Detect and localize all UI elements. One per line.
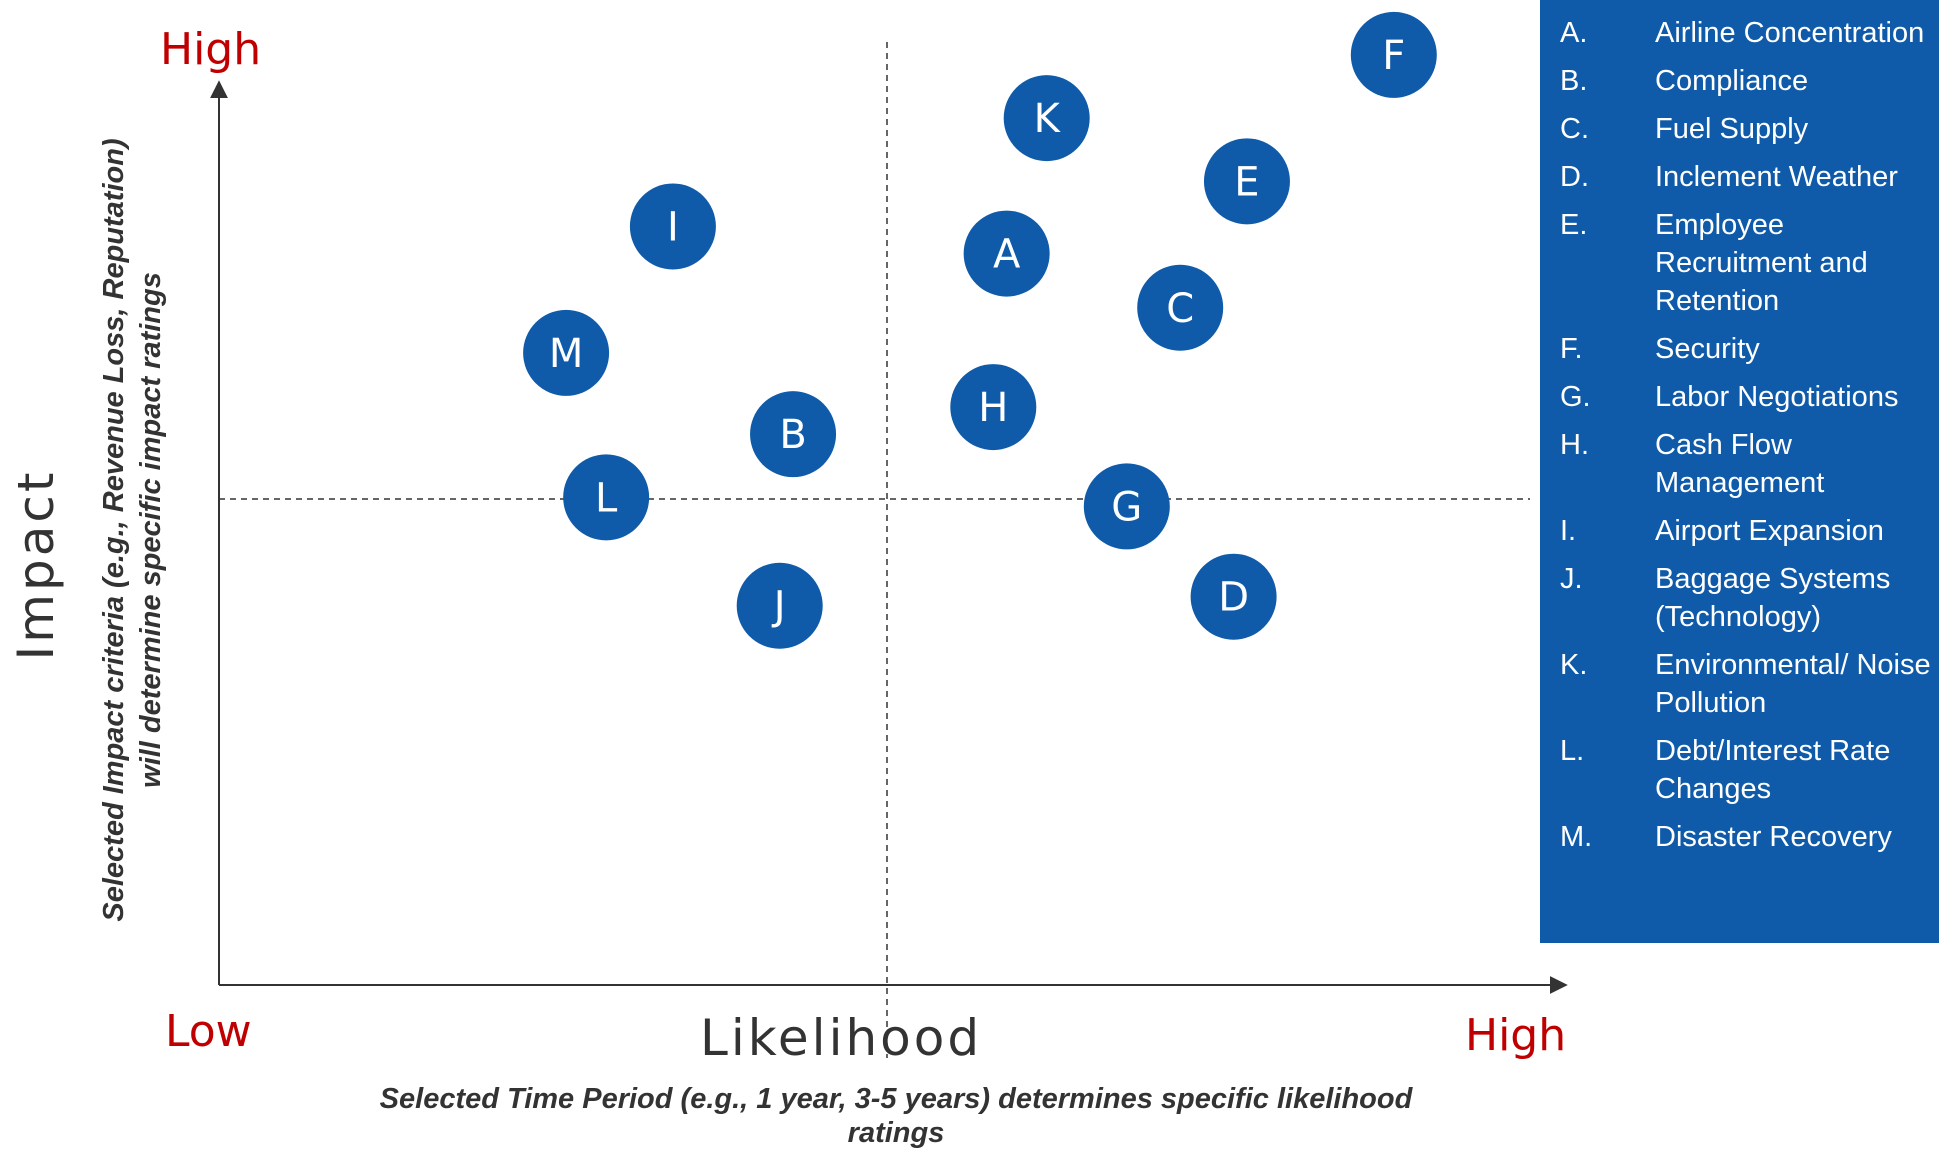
point-k: K xyxy=(1004,75,1090,161)
data-points: A B C D E F G H I J K L M xyxy=(523,12,1437,649)
point-label: M xyxy=(549,331,584,377)
legend-item: C. Fuel Supply xyxy=(1540,110,1939,148)
legend-item: G. Labor Negotiations xyxy=(1540,378,1939,416)
point-m: M xyxy=(523,310,609,396)
legend-panel: A. Airline Concentration B. Compliance C. Fue… xyxy=(1540,0,1939,943)
legend-item-name: Security xyxy=(1655,330,1935,368)
legend-item-letter: J. xyxy=(1540,560,1655,636)
legend-item-letter: K. xyxy=(1540,646,1655,722)
y-axis-subtitle-line2: will determine specific impact ratings xyxy=(135,272,167,788)
point-e: E xyxy=(1204,138,1290,224)
point-label: K xyxy=(1034,96,1062,142)
legend-item: J. Baggage Systems (Technology) xyxy=(1540,560,1939,636)
legend-item-letter: H. xyxy=(1540,426,1655,502)
legend-item-name: Employee Recruitment and Retention xyxy=(1655,206,1935,320)
legend-item-letter: E. xyxy=(1540,206,1655,320)
legend-item: F. Security xyxy=(1540,330,1939,368)
point-g: G xyxy=(1084,463,1170,549)
legend-item-name: Debt/Interest Rate Changes xyxy=(1655,732,1935,808)
point-c: C xyxy=(1137,265,1223,351)
point-label: D xyxy=(1218,575,1249,621)
legend-item: H. Cash Flow Management xyxy=(1540,426,1939,502)
point-label: L xyxy=(595,475,618,521)
x-high-label: High xyxy=(1465,1010,1566,1061)
point-d: D xyxy=(1191,554,1277,640)
legend-item-letter: A. xyxy=(1540,14,1655,52)
legend-item-letter: M. xyxy=(1540,818,1655,856)
x-low-label: Low xyxy=(165,1006,252,1057)
y-axis-subtitle-line1: Selected Impact criteria (e.g., Revenue … xyxy=(98,138,130,921)
point-label: C xyxy=(1166,286,1194,332)
legend-item: A. Airline Concentration xyxy=(1540,14,1939,52)
legend-item-name: Inclement Weather xyxy=(1655,158,1935,196)
legend-item-name: Airline Concentration xyxy=(1655,14,1935,52)
legend-item-name: Airport Expansion xyxy=(1655,512,1935,550)
point-label: H xyxy=(978,385,1008,431)
x-axis-subtitle-line1: Selected Time Period (e.g., 1 year, 3-5 … xyxy=(380,1083,1414,1115)
legend-item-name: Fuel Supply xyxy=(1655,110,1935,148)
y-axis-title: Impact xyxy=(7,470,65,661)
point-a: A xyxy=(964,211,1050,297)
legend-item-letter: G. xyxy=(1540,378,1655,416)
x-axis-subtitle-line2: ratings xyxy=(848,1117,945,1149)
legend-item: L. Debt/Interest Rate Changes xyxy=(1540,732,1939,808)
legend-item: M. Disaster Recovery xyxy=(1540,818,1939,856)
legend-item-name: Cash Flow Management xyxy=(1655,426,1935,502)
legend-item-name: Disaster Recovery xyxy=(1655,818,1935,856)
point-i: I xyxy=(630,183,716,269)
legend-item-letter: L. xyxy=(1540,732,1655,808)
legend-item-letter: I. xyxy=(1540,512,1655,550)
point-j: J xyxy=(737,563,823,649)
legend-item-name: Environmental/ Noise Pollution xyxy=(1655,646,1935,722)
legend-item: D. Inclement Weather xyxy=(1540,158,1939,196)
point-label: E xyxy=(1234,159,1259,205)
point-f: F xyxy=(1351,12,1437,98)
point-label: J xyxy=(771,584,786,630)
legend-item: I. Airport Expansion xyxy=(1540,512,1939,550)
point-label: G xyxy=(1111,484,1142,530)
legend-item-letter: F. xyxy=(1540,330,1655,368)
legend-item-name: Labor Negotiations xyxy=(1655,378,1935,416)
point-label: F xyxy=(1382,33,1405,79)
point-h: H xyxy=(950,364,1036,450)
legend-item-name: Baggage Systems (Technology) xyxy=(1655,560,1935,636)
x-axis-title: Likelihood xyxy=(700,1009,982,1067)
legend-item-name: Compliance xyxy=(1655,62,1935,100)
legend-item-letter: B. xyxy=(1540,62,1655,100)
point-label: B xyxy=(779,412,806,458)
point-label: A xyxy=(993,232,1021,278)
legend-item: K. Environmental/ Noise Pollution xyxy=(1540,646,1939,722)
point-label: I xyxy=(667,204,679,250)
legend-item: E. Employee Recruitment and Retention xyxy=(1540,206,1939,320)
y-high-label: High xyxy=(160,24,261,75)
legend-item-letter: C. xyxy=(1540,110,1655,148)
legend-item-letter: D. xyxy=(1540,158,1655,196)
legend-item: B. Compliance xyxy=(1540,62,1939,100)
point-b: B xyxy=(750,391,836,477)
point-l: L xyxy=(563,454,649,540)
